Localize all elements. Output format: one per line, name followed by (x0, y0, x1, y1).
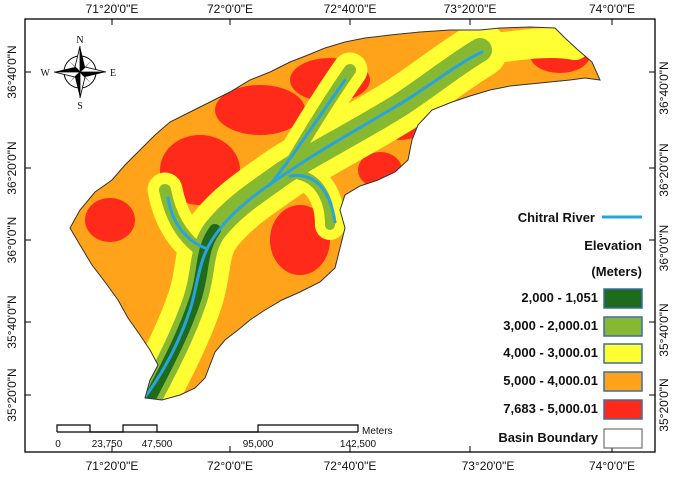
legend-class-label: 2,000 - 1,051 (521, 290, 598, 305)
top-ticks: 71°20'0"E 72°0'0"E 72°40'0"E 73°20'0"E 7… (86, 2, 635, 16)
compass-point (80, 46, 85, 72)
scale-bar: Meters 0 23,750 47,500 95,000 142,500 (55, 424, 393, 450)
compass-point (80, 72, 92, 84)
legend-class-label: 5,000 - 4,000.01 (503, 373, 598, 388)
scale-bar-label: 47,500 (142, 439, 173, 450)
high-peak-zone (215, 85, 305, 135)
scale-bar-label: 0 (55, 439, 61, 450)
legend-class-label: 4,000 - 3,000.01 (503, 345, 598, 360)
compass-point (54, 67, 80, 72)
scale-bar-label: 95,000 (243, 439, 274, 450)
legend-class-swatch (603, 316, 643, 337)
legend-class-swatch (603, 399, 643, 420)
legend-elevation-title: Elevation (584, 238, 642, 253)
river-tributary (268, 78, 347, 187)
compass-point (80, 60, 92, 72)
valley-zone (465, 27, 590, 65)
right-tick-label: 35°40'0"N (657, 303, 671, 356)
right-tick-label: 36°0'0"N (657, 225, 671, 272)
legend-river-label: Chitral River (518, 210, 595, 225)
scale-bar-label: 23,750 (92, 439, 123, 450)
left-tick-label: 36°0'0"N (5, 217, 19, 264)
compass-east-label: E (110, 68, 116, 79)
compass-point (75, 72, 80, 98)
high-peak-zone (85, 198, 135, 242)
top-tick-label: 71°20'0"E (86, 2, 139, 16)
legend-class-swatch (603, 371, 643, 392)
chitral-river (143, 50, 484, 399)
legend-class-label: 7,683 - 5,000.01 (503, 401, 598, 416)
river-tributary (288, 173, 337, 224)
right-ticks: 36°40'0"N 36°20'0"N 36°0'0"N 35°40'0"N 3… (657, 61, 671, 431)
compass-rose: N S E W (41, 35, 117, 112)
compass-point (80, 72, 106, 77)
legend-class-swatch (603, 288, 643, 309)
river-tributary (166, 196, 207, 250)
bottom-tick-label: 74°0'0"E (589, 459, 635, 473)
top-tick-label: 73°20'0"E (444, 2, 497, 16)
compass-west-label: W (41, 68, 51, 79)
top-tick-label: 74°0'0"E (589, 2, 635, 16)
legend-class-swatch (603, 343, 643, 364)
right-tick-label: 36°40'0"N (657, 61, 671, 114)
right-tick-label: 35°20'0"N (657, 378, 671, 431)
compass-point (68, 60, 80, 72)
map-legend: Chitral River Elevation (Meters) 2,000 -… (498, 210, 643, 449)
compass-south-label: S (77, 101, 83, 112)
top-tick-label: 72°40'0"E (324, 2, 377, 16)
top-tick-label: 72°0'0"E (207, 2, 253, 16)
right-tick-label: 36°20'0"N (657, 143, 671, 196)
left-tick-label: 35°40'0"N (5, 295, 19, 348)
left-tick-label: 36°40'0"N (5, 45, 19, 98)
scale-bar-label: 142,500 (340, 439, 377, 450)
bottom-tick-label: 72°0'0"E (207, 459, 253, 473)
compass-point (68, 72, 80, 84)
legend-boundary-label: Basin Boundary (498, 430, 598, 445)
bottom-tick-label: 71°20'0"E (86, 459, 139, 473)
scale-bar-units: Meters (362, 426, 393, 437)
left-tick-label: 36°20'0"N (5, 141, 19, 194)
bottom-ticks: 71°20'0"E 72°0'0"E 72°40'0"E 73°20'0"E 7… (86, 459, 635, 473)
river-main-channel (143, 50, 484, 399)
scale-bar-line (56, 424, 359, 433)
left-ticks: 36°40'0"N 36°20'0"N 36°0'0"N 35°40'0"N 3… (5, 45, 19, 421)
legend-class-label: 3,000 - 2,000.01 (503, 318, 598, 333)
legend-units: (Meters) (591, 264, 642, 279)
legend-boundary-swatch (603, 428, 643, 449)
bottom-tick-label: 72°40'0"E (324, 459, 377, 473)
left-tick-label: 35°20'0"N (5, 368, 19, 421)
compass-north-label: N (76, 35, 83, 46)
bottom-tick-label: 73°20'0"E (462, 459, 515, 473)
